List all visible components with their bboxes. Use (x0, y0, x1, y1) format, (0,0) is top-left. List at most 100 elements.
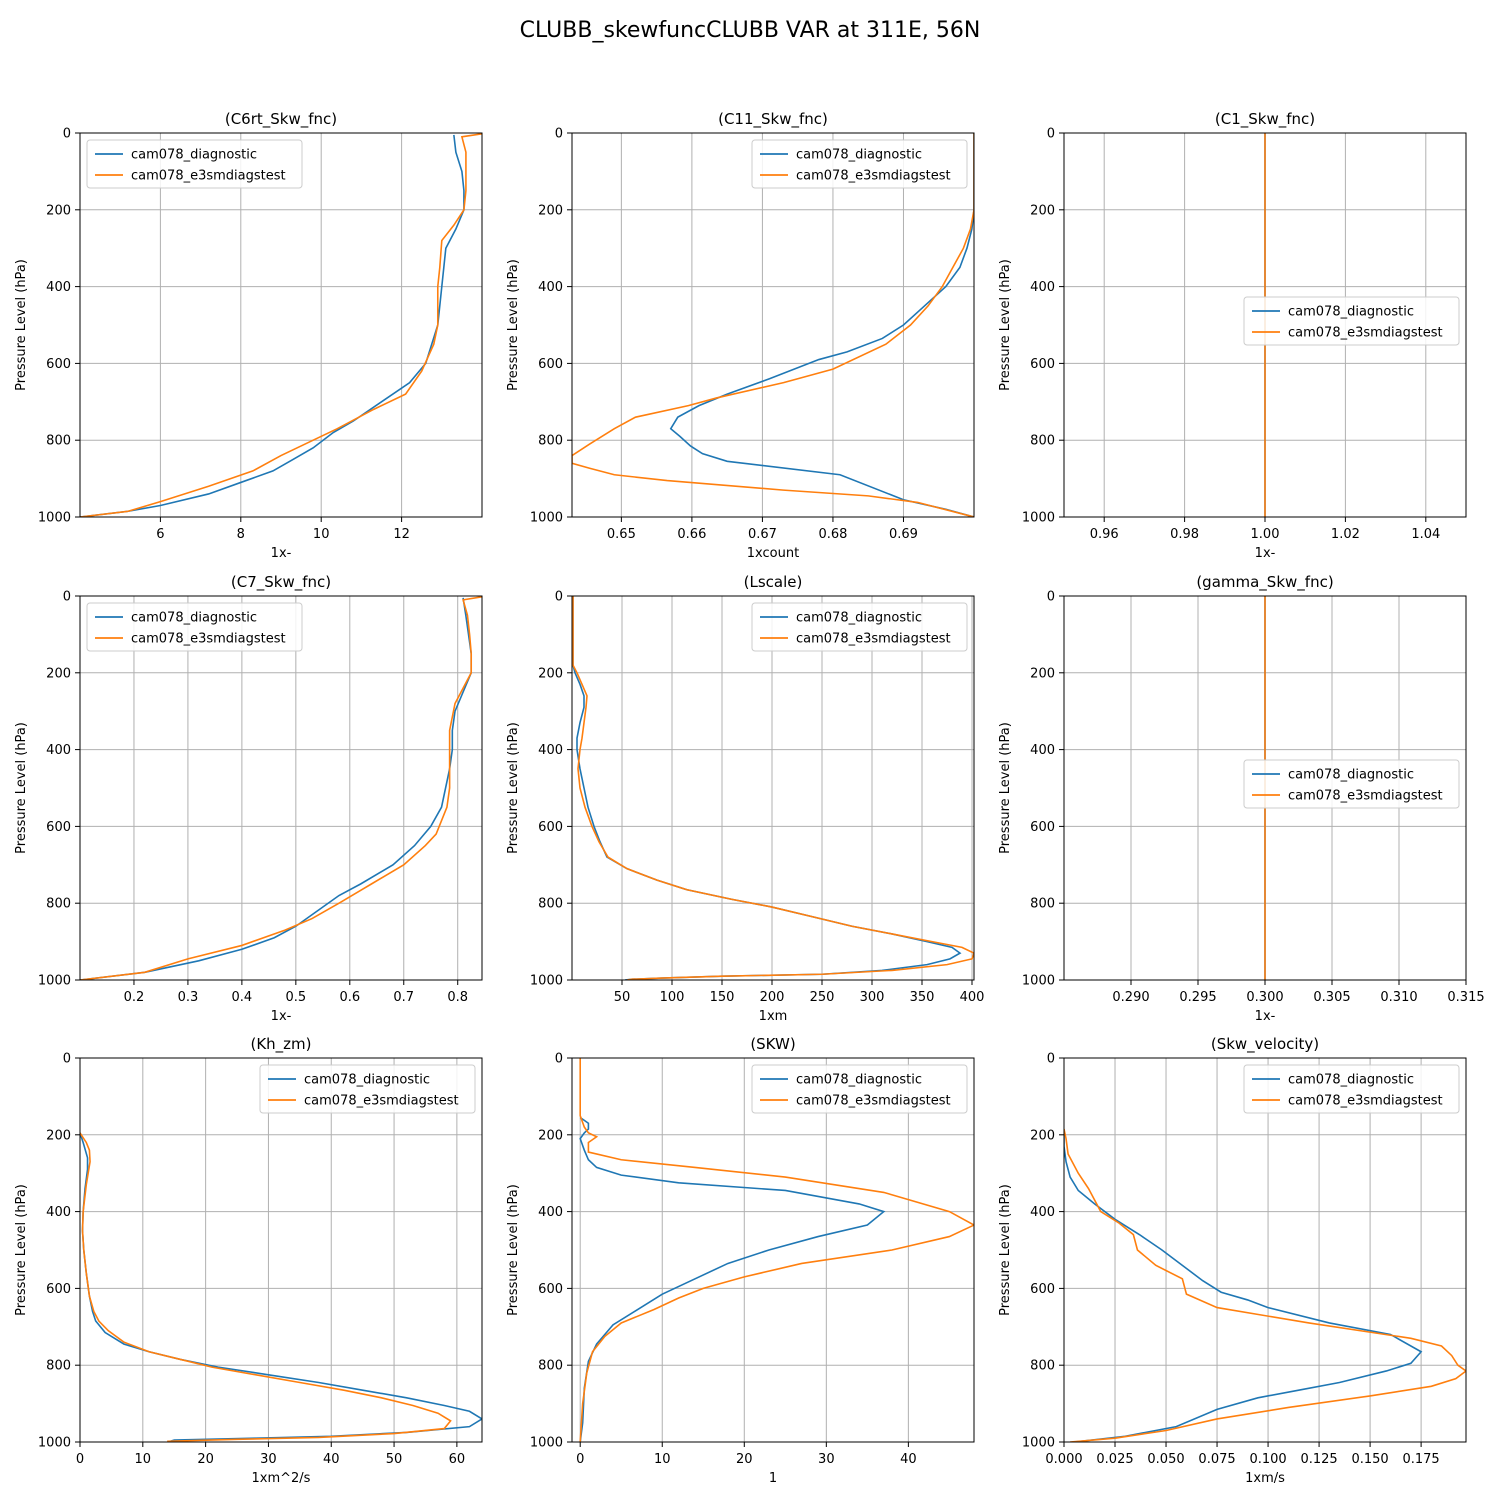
y-tick-label: 800 (538, 434, 563, 449)
subplot-title: (Skw_velocity) (1211, 1035, 1319, 1054)
legend: cam078_diagnostic cam078_e3smdiagstest (259, 1064, 476, 1114)
y-tick-label: 200 (538, 203, 563, 218)
y-tick-label: 800 (46, 434, 71, 449)
subplot-2: 0.96 0.98 1.00 1.02 1.04 0 200 400 600 800 1000 (C1… (998, 110, 1467, 561)
x-tick-label: 8 (237, 527, 245, 542)
subplot-3: 0.2 0.3 0.4 0.5 0.6 0.7 0.8 0 200 400 600 800 1000 (C… (14, 573, 483, 1024)
y-tick-label: 600 (1030, 820, 1055, 835)
legend-label: cam078_diagnostic (796, 611, 922, 626)
legend-box (259, 1064, 476, 1114)
axes-frame (79, 132, 483, 518)
x-axis-label: 1xm^2/s (252, 1471, 311, 1486)
x-tick-label: 0.96 (1090, 527, 1119, 542)
subplot-1: 0.65 0.66 0.67 0.68 0.69 0 200 400 600 800 1000 (C1… (506, 110, 975, 561)
legend: cam078_diagnostic cam078_e3smdiagstest (86, 602, 303, 652)
legend-label: cam078_e3smdiagstest (796, 169, 951, 184)
y-tick-label: 0 (555, 1052, 563, 1067)
subplot-title: (SKW) (750, 1035, 795, 1053)
x-tick-label: 0.67 (748, 527, 777, 542)
legend: cam078_diagnostic cam078_e3smdiagstest (1243, 759, 1460, 809)
x-tick-label: 100 (660, 990, 685, 1005)
legend-box (751, 1064, 968, 1114)
y-tick-label: 400 (1030, 280, 1055, 295)
x-tick-label: 10 (313, 527, 330, 542)
y-tick-label: 600 (1030, 357, 1055, 372)
y-tick-label: 0 (1047, 127, 1055, 142)
x-tick-label: 20 (736, 1452, 753, 1467)
y-tick-label: 600 (538, 820, 563, 835)
y-tick-label: 1000 (38, 974, 71, 989)
x-tick-label: 0.69 (889, 527, 918, 542)
y-tick-label: 1000 (1022, 974, 1055, 989)
axes-frame (79, 595, 483, 981)
legend-box (86, 602, 303, 652)
x-tick-label: 0.98 (1170, 527, 1199, 542)
y-tick-label: 600 (46, 357, 71, 372)
subplot-title: (Kh_zm) (250, 1035, 311, 1054)
x-axis-label: 1x- (271, 546, 292, 561)
subplot-grid: 6 8 10 1202004006008001000(C6rt_Skw_fnc)1x-… (14, 110, 1485, 1486)
y-tick-label: 1000 (38, 511, 71, 526)
y-tick-label: 0 (555, 127, 563, 142)
x-tick-label: 10 (135, 1452, 152, 1467)
series-line-1 (80, 596, 482, 980)
legend-label: cam078_e3smdiagstest (1288, 326, 1443, 341)
series-line-0 (579, 1116, 886, 1442)
y-tick-label: 200 (1030, 1128, 1055, 1143)
x-tick-label: 300 (860, 990, 885, 1005)
x-tick-label: 350 (910, 990, 935, 1005)
subplot-0: 6 8 10 12 0 200 400 600 800 1000 (C6rt_Skw_fnc) 1x-… (14, 110, 483, 561)
y-axis-label: Pressure Level (hPa) (14, 259, 29, 391)
x-tick-label: 50 (386, 1452, 403, 1467)
axes-frame (1063, 1057, 1467, 1443)
y-tick-label: 400 (46, 743, 71, 758)
series-line-1 (80, 1132, 452, 1442)
x-tick-label: 0.150 (1351, 1452, 1388, 1467)
subplot-6: 0 10 20 30 40 50 6002004006008001000(Kh_zm)1xm… (14, 1035, 483, 1486)
x-tick-label: 0.310 (1380, 990, 1417, 1005)
subplot-title: (C6rt_Skw_fnc) (225, 110, 337, 129)
legend-label: cam078_diagnostic (131, 148, 257, 163)
x-tick-label: 0 (576, 1452, 584, 1467)
x-axis-label: 1 (769, 1471, 777, 1486)
y-tick-label: 0 (63, 127, 71, 142)
y-tick-label: 1000 (530, 1436, 563, 1451)
x-tick-label: 0.295 (1179, 990, 1216, 1005)
y-tick-label: 800 (1030, 1359, 1055, 1374)
x-tick-label: 20 (197, 1452, 214, 1467)
series-line-1 (572, 596, 974, 980)
series-line-1 (572, 133, 974, 517)
axes-frame (571, 1057, 975, 1443)
y-tick-label: 400 (46, 1205, 71, 1220)
x-tick-label: 0.125 (1300, 1452, 1337, 1467)
y-axis-label: Pressure Level (hPa) (506, 722, 521, 854)
legend-label: cam078_e3smdiagstest (796, 1094, 951, 1109)
series-line-1 (579, 1058, 974, 1442)
y-axis-label: Pressure Level (hPa) (506, 1184, 521, 1316)
legend: cam078_diagnostic cam078_e3smdiagstest (1243, 296, 1460, 346)
x-axis-label: 1xm (759, 1009, 788, 1024)
x-tick-label: 40 (900, 1452, 917, 1467)
y-tick-label: 1000 (1022, 1436, 1055, 1451)
x-tick-label: 250 (810, 990, 835, 1005)
legend-label: cam078_diagnostic (1288, 305, 1414, 320)
subplot-5: 0.290 0.295 0.300 0.305 0.310 0.315 0 200 400 600… (998, 573, 1485, 1024)
legend-label: cam078_diagnostic (1288, 768, 1414, 783)
subplot-title: (C1_Skw_fnc) (1215, 110, 1315, 129)
x-tick-label: 1.04 (1411, 527, 1440, 542)
subplot-8: 0.000 0.025 0.050 0.075 0.100 0.125 0.150 0.175… (998, 1035, 1467, 1486)
y-axis-label: Pressure Level (hPa) (506, 259, 521, 391)
x-tick-label: 30 (818, 1452, 835, 1467)
y-tick-label: 800 (46, 1359, 71, 1374)
y-tick-label: 400 (1030, 743, 1055, 758)
x-tick-label: 0.7 (393, 990, 414, 1005)
x-tick-label: 400 (960, 990, 985, 1005)
legend-label: cam078_e3smdiagstest (131, 632, 286, 647)
legend: cam078_diagnostic cam078_e3smdiagstest (86, 139, 303, 189)
figure-title: CLUBB_skewfuncCLUBB VAR at 311E, 56N (520, 18, 981, 43)
series-line-0 (669, 133, 974, 517)
x-tick-label: 1.00 (1251, 527, 1280, 542)
x-axis-label: 1xm/s (1245, 1471, 1285, 1486)
x-tick-label: 40 (323, 1452, 340, 1467)
